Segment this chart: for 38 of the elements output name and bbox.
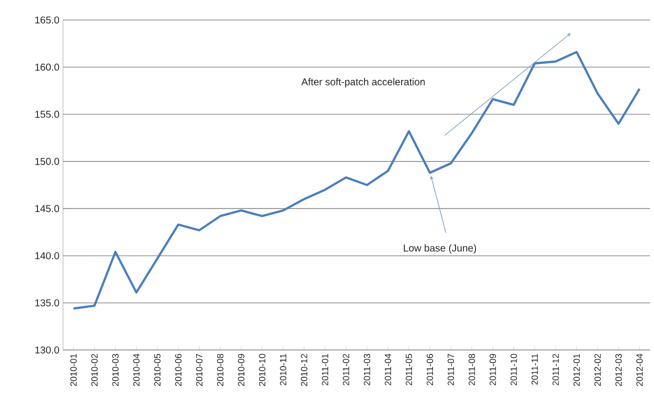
x-tick-label: 2011-02	[342, 354, 350, 386]
x-tick-label: 2011-11	[532, 354, 538, 385]
annotation: Low base (June)	[404, 244, 476, 254]
x-tick-label: 2011-12	[552, 354, 559, 386]
x-tick-label: 2010-06	[175, 354, 182, 386]
x-tick-label: 2010-02	[91, 354, 98, 386]
x-tick-label: 2010-11	[280, 354, 286, 386]
x-tick-label: 2012-02	[594, 354, 601, 386]
y-tick-label: 135.0	[35, 299, 60, 306]
x-tick-label: 2011-10	[510, 354, 517, 386]
x-tick-label: 2011-01	[322, 354, 328, 386]
x-tick-label: 2011-03	[364, 354, 370, 386]
y-tick-label: 130.0	[35, 346, 60, 354]
x-tick-label: 2010-09	[238, 354, 244, 386]
x-tick-label: 2011-09	[490, 354, 496, 386]
x-tick-label: 2010-03	[112, 354, 119, 386]
y-tick-label: 160.0	[35, 64, 60, 71]
x-tick-label: 2011-05	[406, 354, 412, 386]
x-tick-label: 2011-07	[448, 354, 454, 386]
x-tick-label: 2010-01	[70, 354, 77, 386]
x-tick-label: 2010-12	[300, 354, 308, 386]
x-tick-label: 2010-07	[196, 354, 202, 386]
x-tick-label: 2011-06	[426, 354, 434, 386]
y-tick-label: 155.0	[35, 110, 60, 118]
annotation: After soft-patch acceleration	[301, 78, 425, 88]
x-tick-label: 2010-05	[154, 354, 161, 386]
y-tick-label: 140.0	[35, 252, 60, 260]
y-tick-label: 145.0	[35, 205, 60, 212]
x-tick-label: 2012-04	[636, 354, 643, 386]
x-tick-label: 2011-04	[384, 354, 392, 386]
x-tick-label: 2010-04	[133, 354, 140, 386]
x-tick-label: 2010-10	[258, 354, 266, 386]
y-tick-label: 165.0	[35, 16, 60, 24]
x-tick-label: 2010-08	[217, 354, 224, 386]
y-tick-label: 150.0	[35, 158, 60, 165]
x-tick-label: 2012-01	[573, 354, 580, 386]
x-tick-label: 2012-03	[615, 354, 622, 386]
x-tick-label: 2011-08	[468, 354, 475, 386]
